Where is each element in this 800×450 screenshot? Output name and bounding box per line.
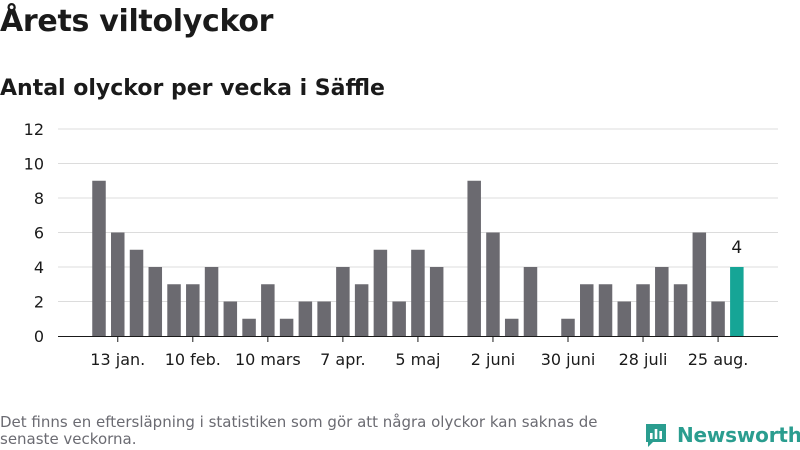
y-tick-label: 8 [34,189,44,208]
bar [167,284,181,336]
bar [523,267,538,336]
bar-chart: 0 2 4 6 8 10 12 4 13 jan. 10 feb. 10 mars 7 apr. 5 m… [24,120,778,369]
bar [411,249,425,336]
bar [636,284,650,336]
bar [580,284,594,336]
y-tick-label: 10 [24,155,44,174]
newsworthy-logo: Newsworthy [644,420,800,450]
bar-value-label: 4 [731,238,742,258]
bar [354,284,369,336]
bar [373,249,388,336]
bar [223,301,238,336]
footnote: Det finns en eftersläpning i statistiken… [0,413,598,448]
bar [561,318,575,336]
x-tick-label: 10 mars [235,350,301,369]
newsworthy-logo-text: Newsworthy [677,423,800,447]
chart-subtitle: Antal olyckor per vecka i Säffle [0,76,385,101]
bar [504,318,519,336]
bar [617,301,632,336]
y-tick-label: 6 [34,224,44,243]
x-tick-label: 25 aug. [688,350,749,369]
x-tick-label: 28 juli [619,350,668,369]
x-tick-label: 30 juni [541,350,596,369]
bar [655,267,669,336]
x-tick-label: 13 jan. [90,350,145,369]
bar [242,318,256,336]
bar [186,284,200,336]
bar [279,318,294,336]
bar [392,301,406,336]
bar [204,267,219,336]
bar [711,301,725,336]
bar [92,180,106,336]
bar [111,232,125,336]
y-tick-label: 4 [34,258,44,277]
bar [467,180,481,336]
newsworthy-logo-icon [646,424,666,447]
bar [261,284,275,336]
bar [148,267,163,336]
bar [298,301,313,336]
x-tick-label: 10 feb. [165,350,221,369]
y-tick-label: 0 [34,327,44,346]
bar [673,284,688,336]
bar-highlight [730,267,744,336]
bar [336,267,350,336]
y-tick-label: 12 [24,120,44,139]
bar [692,232,707,336]
bar [129,249,144,336]
chart-title: Årets viltolyckor [0,4,274,39]
y-tick-label: 2 [34,293,44,312]
bar [429,267,444,336]
x-tick-label: 2 juni [471,350,515,369]
x-tick-label: 5 maj [395,350,440,369]
bar [317,301,331,336]
bar [598,284,613,336]
x-tick-label: 7 apr. [320,350,365,369]
bar [486,232,500,336]
